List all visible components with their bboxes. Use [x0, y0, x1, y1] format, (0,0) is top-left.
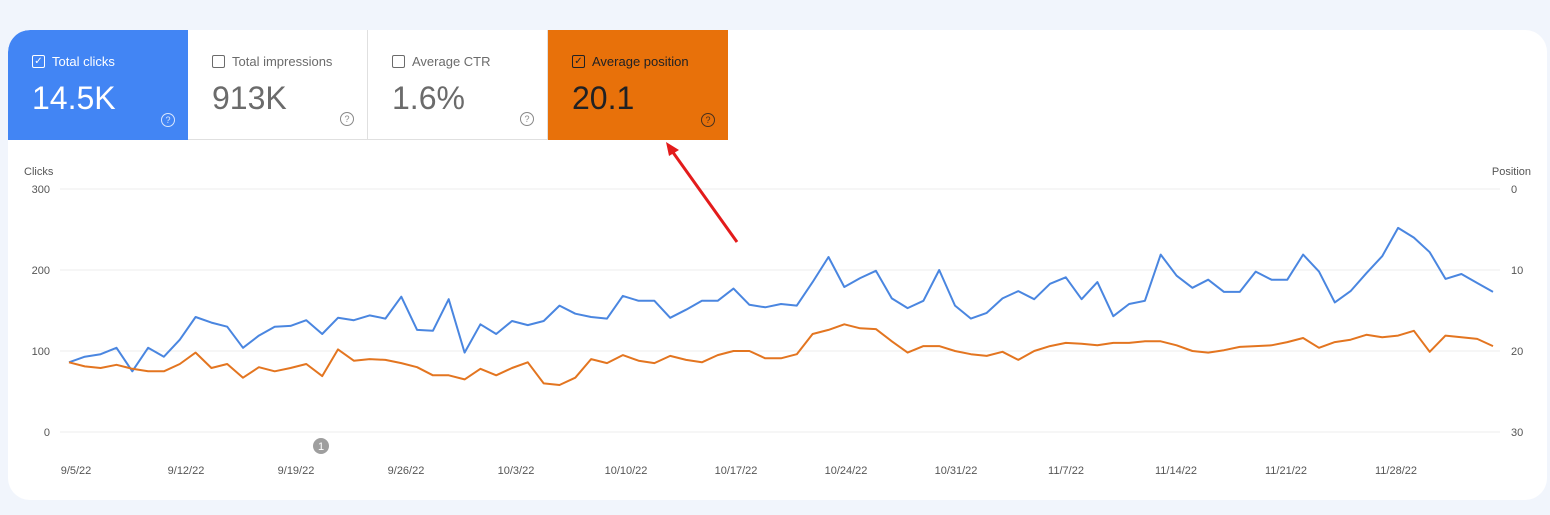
metric-label: Average position: [592, 54, 689, 69]
annotation-marker[interactable]: 1: [313, 438, 329, 454]
performance-panel: ✓ Total clicks 14.5K ? Total impressions …: [8, 30, 1547, 500]
right-axis-label: Position: [1492, 166, 1531, 178]
metric-label-row: ✓ Total clicks: [32, 54, 115, 69]
help-icon[interactable]: ?: [520, 112, 534, 126]
left-tick-label: 300: [32, 184, 50, 196]
left-axis-label: Clicks: [24, 166, 54, 178]
metric-cards: ✓ Total clicks 14.5K ? Total impressions …: [8, 30, 728, 140]
metric-label-row: ✓ Average position: [572, 54, 689, 69]
checkbox-unchecked-icon[interactable]: [212, 55, 225, 68]
x-tick-label: 10/24/22: [825, 465, 868, 477]
metric-value: 913K: [212, 80, 287, 116]
metric-value: 20.1: [572, 80, 635, 116]
x-tick-label: 11/7/22: [1048, 465, 1084, 477]
help-icon[interactable]: ?: [701, 113, 715, 127]
metric-card-average-position[interactable]: ✓ Average position 20.1 ?: [548, 30, 728, 140]
x-tick-label: 11/14/22: [1155, 465, 1197, 477]
red-arrow-icon: [666, 142, 739, 243]
metric-label-row: Total impressions: [212, 54, 332, 69]
help-icon[interactable]: ?: [161, 113, 175, 127]
annotation-label: 1: [318, 441, 324, 453]
checkbox-checked-icon[interactable]: ✓: [32, 55, 45, 68]
checkbox-checked-icon[interactable]: ✓: [572, 55, 585, 68]
x-tick-label: 10/17/22: [715, 465, 758, 477]
x-tick-label: 10/3/22: [498, 465, 535, 477]
x-tick-label: 10/10/22: [605, 465, 648, 477]
right-tick-label: 0: [1511, 184, 1517, 196]
metric-card-average-ctr[interactable]: Average CTR 1.6% ?: [368, 30, 548, 140]
annotation-circle[interactable]: [313, 438, 329, 454]
series-line-clicks: [68, 226, 1494, 373]
right-tick-label: 10: [1511, 265, 1523, 277]
x-tick-label: 9/12/22: [168, 465, 205, 477]
metric-label: Average CTR: [412, 54, 491, 69]
x-tick-label: 10/31/22: [935, 465, 978, 477]
x-tick-label: 11/28/22: [1375, 465, 1417, 477]
right-tick-label: 30: [1511, 427, 1523, 439]
x-tick-label: 11/21/22: [1265, 465, 1307, 477]
left-tick-label: 0: [44, 427, 50, 439]
left-tick-label: 200: [32, 265, 50, 277]
left-tick-label: 100: [32, 346, 50, 358]
metric-card-total-clicks[interactable]: ✓ Total clicks 14.5K ?: [8, 30, 188, 140]
right-tick-label: 20: [1511, 346, 1523, 358]
metric-card-total-impressions[interactable]: Total impressions 913K ?: [188, 30, 368, 140]
x-tick-label: 9/19/22: [278, 465, 315, 477]
metric-label: Total impressions: [232, 54, 333, 69]
x-tick-label: 9/26/22: [388, 465, 425, 477]
series-line-position: [68, 323, 1494, 386]
metric-value: 14.5K: [32, 80, 116, 116]
checkbox-unchecked-icon[interactable]: [392, 55, 405, 68]
metric-label-row: Average CTR: [392, 54, 491, 69]
x-tick-label: 9/5/22: [61, 465, 92, 477]
metric-label: Total clicks: [52, 54, 115, 69]
metric-value: 1.6%: [392, 80, 465, 116]
help-icon[interactable]: ?: [340, 112, 354, 126]
